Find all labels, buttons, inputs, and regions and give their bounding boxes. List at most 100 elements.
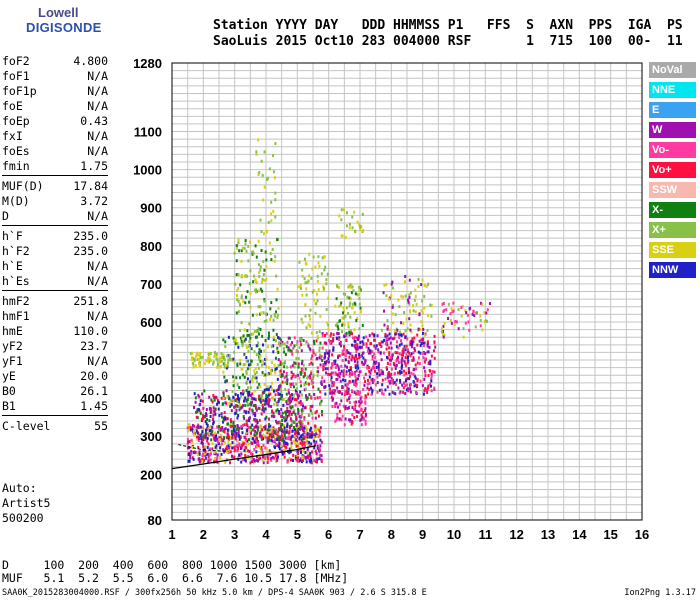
data-point: [301, 455, 304, 459]
data-point: [267, 393, 270, 397]
param-divider: [2, 290, 108, 291]
data-point: [424, 387, 427, 391]
data-point: [189, 428, 192, 432]
data-point: [204, 433, 207, 437]
data-point: [273, 363, 276, 367]
param-divider: [2, 225, 108, 226]
data-point: [347, 351, 350, 355]
data-point: [462, 335, 465, 339]
data-point: [209, 458, 212, 462]
data-point: [402, 295, 405, 299]
data-point: [262, 443, 265, 447]
data-point: [247, 410, 250, 414]
data-point: [262, 461, 265, 465]
data-point: [433, 356, 436, 360]
data-point: [310, 379, 313, 383]
data-point: [356, 357, 359, 361]
data-point: [469, 306, 472, 310]
data-point: [348, 304, 351, 308]
data-point: [252, 412, 255, 416]
data-point: [323, 268, 326, 272]
data-point: [194, 364, 197, 368]
data-point: [266, 439, 269, 443]
data-point: [197, 393, 200, 397]
data-point: [303, 441, 306, 445]
data-point: [430, 303, 433, 307]
header-values: SaoLuis 2015 Oct10 283 004000 RSF 1 715 …: [213, 34, 683, 49]
data-point: [350, 282, 353, 286]
data-point: [221, 426, 224, 430]
data-point: [284, 380, 287, 384]
data-point: [406, 383, 409, 387]
data-point: [343, 423, 346, 427]
data-point: [408, 278, 411, 282]
data-point: [327, 327, 330, 331]
data-point: [222, 370, 225, 374]
data-point: [288, 437, 291, 441]
data-point: [270, 387, 273, 391]
data-point: [299, 390, 302, 394]
data-point: [358, 400, 361, 404]
data-point: [333, 391, 336, 395]
data-point: [201, 430, 204, 434]
data-point: [242, 415, 245, 419]
x-tick-label: 13: [541, 527, 555, 542]
data-point: [191, 351, 194, 355]
data-point: [301, 440, 304, 444]
param-key: D: [2, 209, 9, 223]
data-point: [398, 335, 401, 339]
data-point: [285, 345, 288, 349]
param-row: C-level 55: [2, 419, 108, 434]
data-point: [232, 432, 235, 436]
data-point: [247, 259, 250, 263]
data-point: [390, 358, 393, 362]
data-point: [356, 364, 359, 368]
data-point: [412, 356, 415, 360]
param-row: D N/A: [2, 209, 108, 224]
data-point: [318, 349, 321, 353]
data-point: [247, 442, 250, 446]
data-point: [224, 340, 227, 344]
data-point: [301, 423, 304, 427]
data-point: [199, 411, 202, 415]
data-point: [422, 337, 425, 341]
data-point: [481, 302, 484, 306]
y-tick-label: 600: [140, 315, 162, 330]
y-tick-label: 500: [140, 353, 162, 368]
data-point: [364, 401, 367, 405]
data-point: [288, 401, 291, 405]
data-point: [249, 425, 252, 429]
data-point: [237, 397, 240, 401]
data-point: [319, 453, 322, 457]
data-point: [391, 280, 394, 284]
data-point: [192, 405, 195, 409]
data-point: [313, 392, 316, 396]
data-point: [402, 353, 405, 357]
data-point: [389, 362, 392, 366]
data-point: [305, 460, 308, 464]
data-point: [407, 350, 410, 354]
station-header: Station YYYY DAY DDD HHMMSS P1 FFS S AXN…: [213, 18, 683, 50]
data-point: [227, 358, 230, 362]
data-point: [316, 446, 319, 450]
data-point: [218, 357, 221, 361]
data-point: [270, 368, 273, 372]
param-row: M(D) 3.72: [2, 194, 108, 209]
data-point: [319, 314, 322, 318]
data-point: [398, 352, 401, 356]
data-point: [283, 429, 286, 433]
data-point: [382, 351, 385, 355]
data-point: [359, 370, 362, 374]
data-point: [253, 397, 256, 401]
data-point: [240, 294, 243, 298]
data-point: [281, 397, 284, 401]
data-point: [280, 414, 283, 418]
data-point: [295, 427, 298, 431]
data-point: [390, 372, 393, 376]
data-point: [254, 406, 257, 410]
data-point: [283, 342, 286, 346]
data-point: [263, 409, 266, 413]
data-point: [416, 343, 419, 347]
data-point: [317, 261, 320, 265]
data-point: [279, 392, 282, 396]
